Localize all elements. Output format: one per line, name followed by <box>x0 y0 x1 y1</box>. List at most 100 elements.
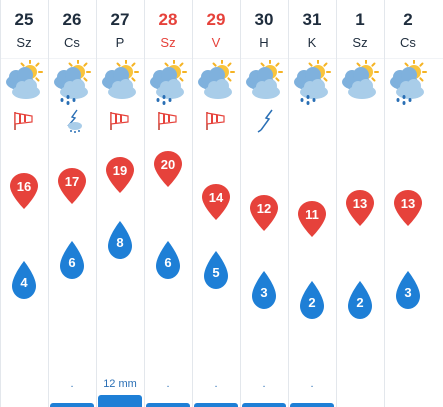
column-divider <box>384 0 385 407</box>
max-temp-value: 17 <box>64 173 80 189</box>
column-divider <box>144 0 145 407</box>
precipitation-label: 12 mm <box>103 378 137 390</box>
day-date: 28 <box>158 10 178 29</box>
day-of-week: Cs <box>64 35 80 50</box>
sun-cloud-icon <box>192 59 240 106</box>
max-temp-value: 11 <box>305 207 319 222</box>
max-temp-pin: 20 <box>153 150 183 188</box>
day-column-31[interactable]: 31 K 11 2. <box>288 0 336 407</box>
min-temp-drop: 5 <box>201 250 231 290</box>
precipitation-bar <box>146 403 190 407</box>
max-temp-pin: 14 <box>201 183 231 221</box>
day-column-1[interactable]: 1 Sz 13 2 <box>336 0 384 407</box>
sun-cloud-rain-icon <box>288 59 336 106</box>
column-divider <box>288 0 289 407</box>
min-temp-value: 2 <box>308 295 316 310</box>
min-temp-drop: 6 <box>57 240 87 280</box>
max-temp-pin: 19 <box>105 156 135 194</box>
column-divider <box>192 0 193 407</box>
lightning-rain-icon <box>60 108 84 134</box>
min-temp-value: 3 <box>260 285 268 300</box>
precipitation-label: . <box>214 378 218 390</box>
precipitation-label: . <box>262 378 266 390</box>
day-column-28[interactable]: 28 Sz 20 6. <box>144 0 192 407</box>
cloud-sun-icon <box>0 59 48 106</box>
day-column-29[interactable]: 29 V 14 5. <box>192 0 240 407</box>
min-temp-value: 3 <box>404 285 412 300</box>
day-column-26[interactable]: 26 Cs 17 6. <box>48 0 96 407</box>
min-temp-value: 2 <box>356 295 364 310</box>
windsock-icon <box>12 108 36 134</box>
precipitation-label: . <box>166 378 170 390</box>
day-date: 31 <box>302 10 322 29</box>
min-temp-drop: 2 <box>297 280 327 320</box>
max-temp-value: 12 <box>256 201 272 217</box>
max-temp-pin: 13 <box>345 189 375 227</box>
min-temp-drop: 2 <box>345 280 375 320</box>
day-of-week: Cs <box>400 35 416 50</box>
column-divider <box>0 0 1 407</box>
day-column-25[interactable]: 25 Sz 16 4 <box>0 0 48 407</box>
min-temp-value: 6 <box>164 255 172 270</box>
min-temp-value: 4 <box>20 275 28 290</box>
day-of-week: K <box>307 35 317 50</box>
max-temp-value: 13 <box>352 195 368 211</box>
precipitation-label: . <box>70 378 74 390</box>
windsock-icon <box>156 108 180 134</box>
day-date: 25 <box>14 10 34 29</box>
day-column-30[interactable]: 30 H 12 3. <box>240 0 288 407</box>
max-temp-value: 13 <box>400 195 416 211</box>
windsock-icon <box>204 108 228 134</box>
min-temp-drop: 4 <box>9 260 39 300</box>
day-date: 29 <box>206 10 226 29</box>
precipitation-bar <box>98 395 142 407</box>
min-temp-drop: 8 <box>105 220 135 260</box>
max-temp-pin: 11 <box>297 200 327 238</box>
day-of-week: P <box>115 35 125 50</box>
precipitation-label: . <box>310 378 314 390</box>
max-temp-pin: 17 <box>57 167 87 205</box>
day-of-week: Sz <box>352 35 368 50</box>
sun-cloud-rain-icon <box>144 59 192 106</box>
column-divider <box>240 0 241 407</box>
cloud-sun-icon <box>96 59 144 106</box>
day-of-week: H <box>259 35 269 50</box>
day-date: 26 <box>62 10 82 29</box>
day-date: 30 <box>254 10 274 29</box>
day-date: 1 <box>355 10 365 29</box>
min-temp-drop: 3 <box>393 270 423 310</box>
max-temp-value: 20 <box>160 157 176 172</box>
day-column-27[interactable]: 27 P 19 8 12 mm <box>96 0 144 407</box>
day-of-week: V <box>211 35 221 50</box>
precipitation-bar <box>50 403 94 407</box>
windsock-icon <box>108 108 132 134</box>
lightning-icon <box>252 108 276 134</box>
sun-cloud-rain-icon <box>384 59 432 106</box>
column-divider <box>336 0 337 407</box>
min-temp-drop: 3 <box>249 270 279 310</box>
min-temp-value: 5 <box>212 265 220 280</box>
max-temp-pin: 13 <box>393 189 423 227</box>
max-temp-pin: 12 <box>249 194 279 232</box>
precipitation-bar <box>290 403 334 407</box>
min-temp-drop: 6 <box>153 240 183 280</box>
sun-cloud-rain-icon <box>48 59 96 106</box>
day-of-week: Sz <box>16 35 32 50</box>
max-temp-value: 19 <box>112 162 128 178</box>
sun-cloud-icon <box>336 59 384 106</box>
sun-cloud-icon <box>240 59 288 106</box>
min-temp-value: 8 <box>116 235 124 250</box>
day-date: 2 <box>403 10 413 29</box>
day-of-week: Sz <box>160 35 176 50</box>
min-temp-value: 6 <box>68 255 76 270</box>
max-temp-pin: 16 <box>9 172 39 210</box>
day-date: 27 <box>110 10 130 29</box>
column-divider <box>96 0 97 407</box>
precipitation-bar <box>242 403 286 407</box>
day-column-2[interactable]: 2 Cs 13 3 <box>384 0 432 407</box>
max-temp-value: 14 <box>208 190 224 206</box>
max-temp-value: 16 <box>16 179 32 195</box>
column-divider <box>48 0 49 407</box>
precipitation-bar <box>194 403 238 407</box>
